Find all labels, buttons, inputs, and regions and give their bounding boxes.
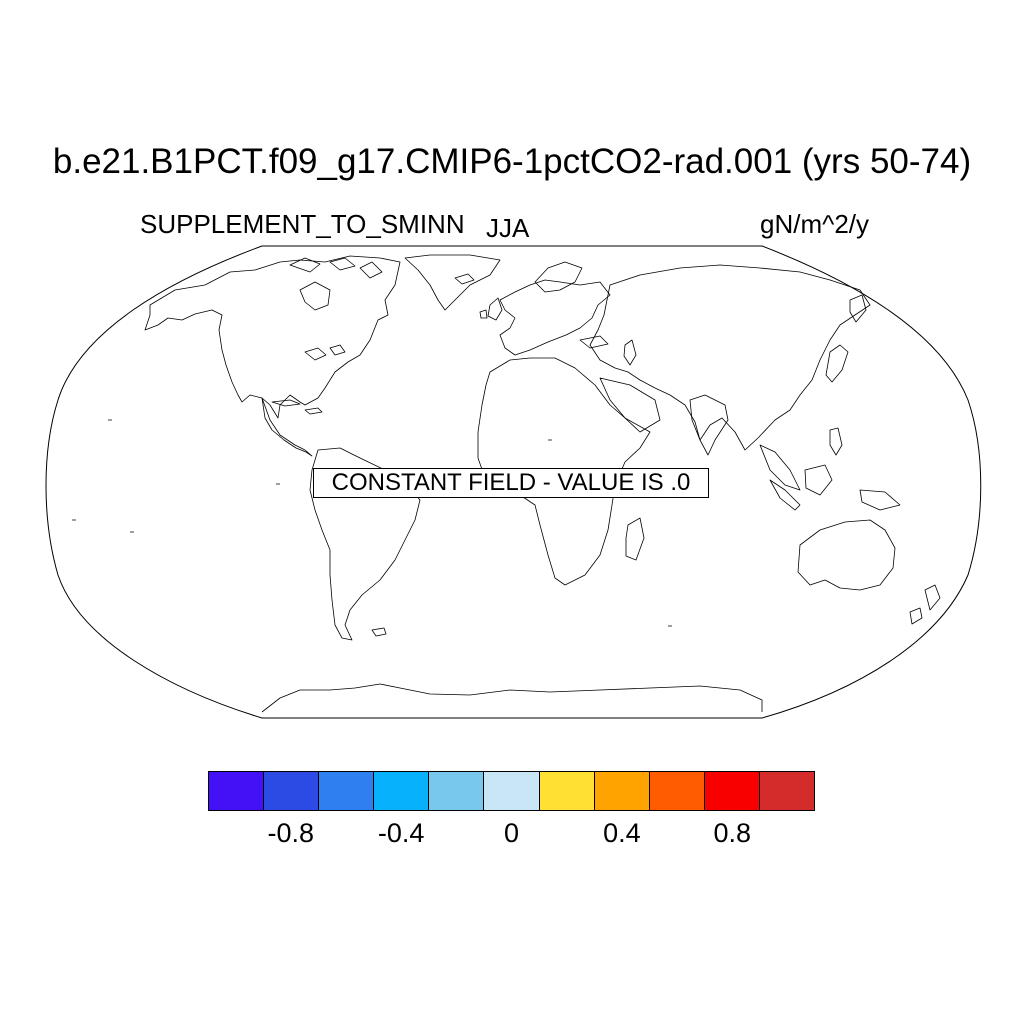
coastline-great-lakes — [304, 344, 346, 361]
coastline-greenland — [404, 254, 501, 311]
coastline-india — [689, 394, 729, 456]
coastline-new-guinea — [859, 489, 901, 511]
variable-name-label: SUPPLEMENT_TO_SMINN — [140, 209, 465, 239]
colorbar-swatch — [594, 772, 650, 810]
colorbar-swatch — [319, 772, 375, 810]
coastline-arabia — [599, 377, 661, 433]
plot-title: b.e21.B1PCT.f09_g17.CMIP6-1pctCO2-rad.00… — [52, 142, 972, 181]
coastline-kamchatka — [849, 294, 867, 323]
colorbar-tick-label: 0.4 — [603, 818, 641, 848]
coastline-hudson-bay — [299, 281, 331, 311]
coastline-central-america — [261, 397, 313, 457]
constant-field-annotation: CONSTANT FIELD - VALUE IS .0 — [313, 468, 709, 498]
coastline-new-zealand — [909, 584, 941, 625]
colorbar-swatch — [759, 772, 815, 810]
colorbar-swatch — [704, 772, 760, 810]
colorbar-swatch — [649, 772, 705, 810]
coastline-british-isles — [479, 297, 503, 321]
coastline-north-america — [144, 255, 401, 419]
coastline-iceland — [454, 273, 475, 285]
coastline-madagascar — [625, 517, 645, 561]
coastline-falklands — [371, 627, 387, 637]
units-label: gN/m^2/y — [760, 209, 870, 239]
colorbar-tick-label: 0.8 — [713, 818, 751, 848]
coastline-europe — [499, 279, 611, 356]
coastline-scandinavia — [534, 261, 583, 293]
colorbar-swatch — [484, 772, 540, 810]
coastline-sumatra — [769, 479, 801, 511]
coastline-borneo — [804, 464, 833, 496]
colorbar-swatch — [264, 772, 320, 810]
coastline-arctic-islands — [289, 257, 383, 279]
coastline-philippines — [829, 427, 843, 456]
coastline-antarctica — [261, 683, 763, 713]
coastline-caspian — [623, 339, 637, 366]
coastline-asia — [589, 264, 871, 451]
coastline-australia — [797, 519, 896, 591]
coastline-japan — [825, 344, 849, 383]
season-label: JJA — [486, 213, 530, 243]
colorbar — [208, 771, 815, 811]
colorbar-swatch — [539, 772, 595, 810]
colorbar-swatch — [374, 772, 430, 810]
coastline-small-islands — [72, 419, 672, 627]
colorbar-labels: -0.8 -0.4 0 0.4 0.8 — [208, 818, 815, 852]
colorbar-swatch — [429, 772, 485, 810]
coastline-se-asia — [759, 444, 801, 491]
colorbar-tick-label: -0.4 — [377, 818, 425, 848]
coastline-caribbean — [271, 399, 323, 415]
colorbar-tick-label: -0.8 — [267, 818, 315, 848]
colorbar-swatch — [209, 772, 265, 810]
colorbar-tick-label: 0 — [503, 818, 520, 848]
coastline-black-sea — [579, 335, 609, 349]
